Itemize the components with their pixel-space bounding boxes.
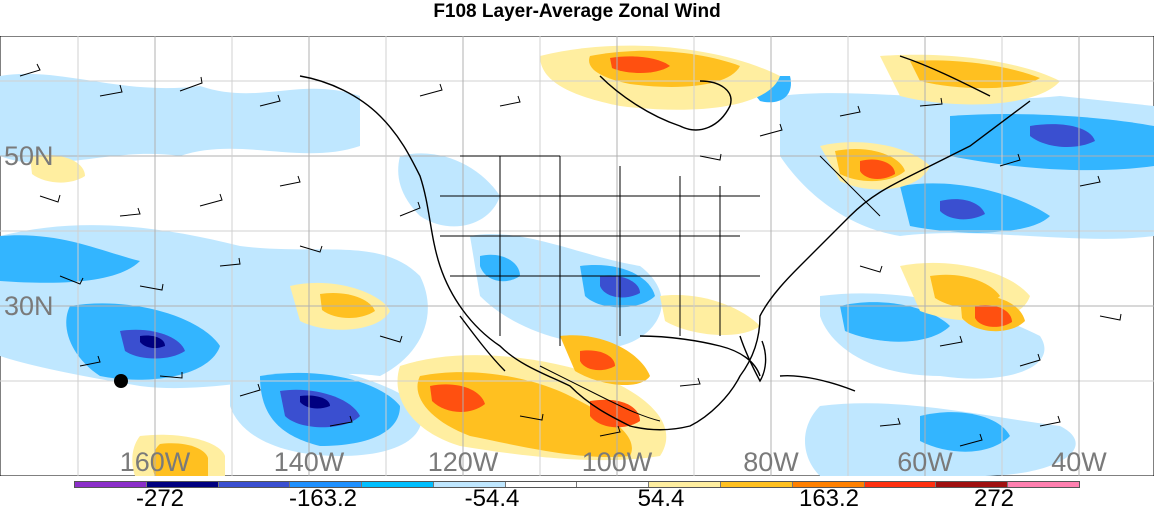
colorbar-cell — [75, 482, 147, 487]
lat-label-30n: 30N — [4, 291, 54, 321]
shade-pos-high — [590, 399, 640, 428]
wind-barbs — [19, 63, 1122, 447]
colorbar-cell — [290, 482, 363, 487]
colorbar-cell — [721, 482, 793, 487]
colorbar-cell — [864, 482, 937, 487]
colorbar-label-neg163: -163.2 — [288, 485, 358, 512]
coastlines — [299, 55, 1031, 431]
shade-neg-low — [0, 73, 360, 164]
north-america-coast — [299, 75, 1031, 431]
graticule — [0, 36, 1154, 476]
hudson-bay — [599, 75, 732, 131]
shade-pos-mid — [152, 443, 208, 476]
colorbar-cell — [577, 482, 650, 487]
colorbar-cell — [146, 482, 219, 487]
colorbar-cell — [1008, 482, 1079, 487]
lon-label-120w: 120W — [427, 447, 499, 477]
shade-pos-high — [430, 384, 485, 412]
shade-pos-low — [30, 154, 85, 183]
shade-neg-high — [140, 335, 165, 349]
shade-pos-high — [610, 56, 670, 73]
lon-label-140w: 140W — [273, 447, 345, 477]
state-borders — [440, 155, 881, 422]
colorbar-label-pos163: 163.2 — [798, 485, 860, 512]
colorbar-cell — [362, 482, 434, 487]
florida — [739, 335, 767, 383]
shade-pos-high — [975, 304, 1012, 327]
colorbar-label-pos54: 54.4 — [637, 485, 685, 512]
location-marker — [114, 374, 128, 388]
shade-neg-high — [300, 395, 330, 409]
shade-neg-mid — [0, 235, 140, 283]
shade-neg-low — [398, 153, 500, 227]
shade-pos-high — [580, 350, 615, 371]
zonal-wind-map — [0, 36, 1154, 476]
colorbar-label-pos272: 272 — [973, 485, 1015, 512]
lon-label-40w: 40W — [1051, 447, 1107, 477]
shade-neg-high — [940, 199, 985, 220]
cuba — [779, 374, 856, 392]
shade-pos-mid — [320, 292, 375, 319]
shade-neg-low — [470, 233, 662, 346]
wind-shading — [0, 45, 1154, 476]
colorbar-label-neg272: -272 — [135, 485, 185, 512]
colorbar — [74, 481, 1080, 488]
gulf-coast — [639, 335, 761, 377]
lon-label-100w: 100W — [581, 447, 653, 477]
colorbar-label-neg54: -54.4 — [464, 485, 520, 512]
colorbar-cell — [218, 482, 291, 487]
colorbar-cell — [936, 482, 1009, 487]
lat-label-50n: 50N — [4, 141, 54, 171]
baja — [459, 315, 506, 372]
shade-pos-low — [660, 295, 760, 336]
greenland-edge — [899, 55, 991, 97]
colorbar-cell — [505, 482, 578, 487]
shade-neg-mid — [920, 412, 1010, 452]
colorbar-cell — [649, 482, 722, 487]
lon-label-60w: 60W — [897, 447, 953, 477]
colorbar-cell — [433, 482, 506, 487]
colorbar-cell — [792, 482, 865, 487]
map-title: F108 Layer-Average Zonal Wind — [433, 1, 721, 22]
shade-neg-mid — [840, 302, 950, 342]
lon-label-160w: 160W — [119, 447, 191, 477]
shade-pos-high — [860, 159, 895, 180]
lon-label-80w: 80W — [743, 447, 799, 477]
